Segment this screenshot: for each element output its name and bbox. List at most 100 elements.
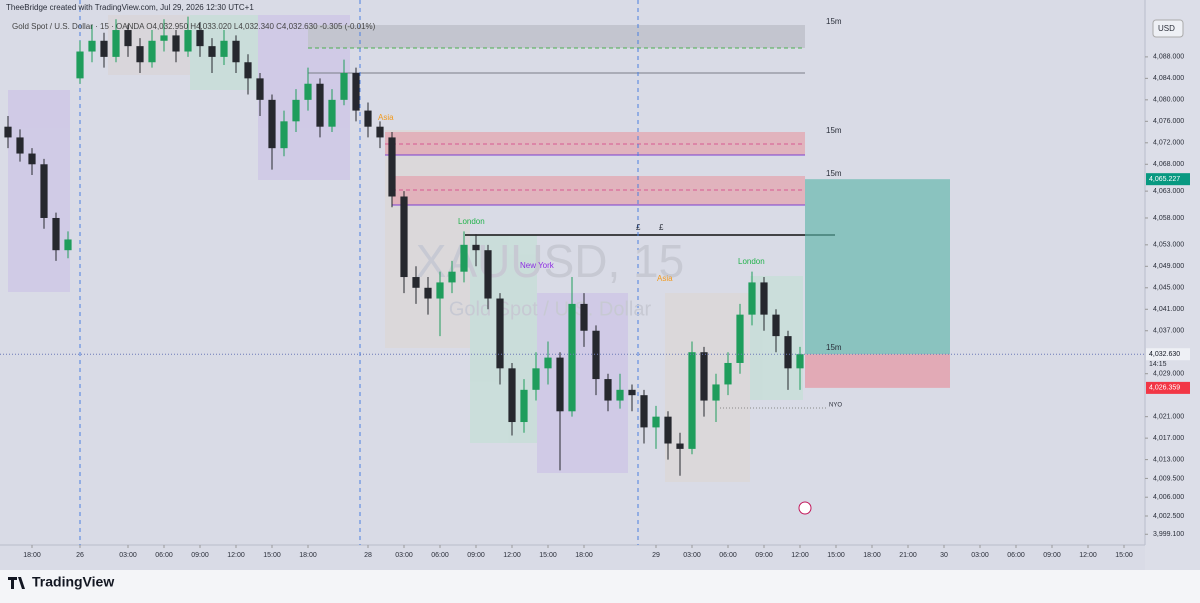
candle-body (640, 395, 648, 428)
candle-body (508, 368, 516, 423)
x-tick-label: 09:00 (1043, 552, 1061, 559)
candle-body (112, 30, 120, 57)
candle-body (220, 40, 228, 57)
candle-body (724, 362, 732, 385)
session-label: New York (520, 261, 555, 270)
price-axis-background (1145, 0, 1200, 570)
candle-body (448, 271, 456, 283)
candle-body (760, 282, 768, 315)
timeframe-label: 15m (826, 169, 842, 178)
candle-body (736, 314, 744, 363)
candle-body (196, 30, 204, 47)
x-tick-label: 21:00 (899, 552, 917, 559)
candle-body (172, 35, 180, 52)
candle-body (100, 40, 108, 57)
candle-body (16, 137, 24, 154)
candle-body (388, 137, 396, 197)
candle-body (796, 354, 804, 369)
candle-body (520, 389, 528, 423)
pound-label: £ (659, 223, 664, 232)
brand-logo (8, 577, 25, 589)
candle-body (772, 314, 780, 337)
candle-body (544, 357, 552, 369)
target-zone (805, 179, 950, 355)
x-tick-label: 12:00 (1079, 552, 1097, 559)
y-tick-label: 4,009.500 (1153, 475, 1184, 482)
countdown: 14:15 (1149, 361, 1167, 368)
x-tick-label: 15:00 (539, 552, 557, 559)
candle-body (460, 244, 468, 272)
y-tick-label: 4,072.000 (1153, 140, 1184, 147)
x-tick-label: 06:00 (719, 552, 737, 559)
candle-body (88, 40, 96, 52)
candle-body (352, 72, 360, 111)
candle-body (136, 46, 144, 63)
candle-body (748, 282, 756, 315)
candle-body (496, 298, 504, 369)
x-tick-label: 12:00 (227, 552, 245, 559)
brand: TradingView (32, 574, 114, 590)
y-tick-label: 4,006.000 (1153, 494, 1184, 501)
x-tick-label: 12:00 (791, 552, 809, 559)
y-tick-label: 4,088.000 (1153, 54, 1184, 61)
currency[interactable]: USD (1158, 24, 1175, 33)
candle-body (532, 368, 540, 390)
y-tick-label: 4,045.000 (1153, 285, 1184, 292)
candle-body (28, 153, 36, 165)
stop-badge (1146, 381, 1190, 394)
timeframe-label: 15m (826, 126, 842, 135)
candle-body (268, 99, 276, 149)
x-tick-label: 15:00 (827, 552, 845, 559)
y-tick-label: 4,002.500 (1153, 513, 1184, 520)
x-tick-label: 28 (364, 552, 372, 559)
last-price-label: 4,032.630 (1149, 351, 1180, 358)
candle-body (664, 416, 672, 444)
candle-body (700, 352, 708, 401)
candle-body (568, 303, 576, 412)
y-tick-label: 4,029.000 (1153, 371, 1184, 378)
candle-body (64, 239, 72, 251)
y-tick-label: 4,053.000 (1153, 242, 1184, 249)
candle-body (628, 389, 636, 396)
session-label: Asia (378, 113, 394, 122)
x-tick-label: 06:00 (431, 552, 449, 559)
y-tick-label: 4,041.000 (1153, 306, 1184, 313)
candle-body (4, 126, 12, 138)
credit: TheeBridge created with TradingView.com,… (6, 3, 254, 12)
target-badge (1146, 173, 1190, 186)
candle-body (784, 336, 792, 369)
x-tick-label: 09:00 (467, 552, 485, 559)
candle-body (400, 196, 408, 278)
candle-body (712, 384, 720, 401)
session-label: Asia (657, 274, 673, 283)
x-tick-label: 18:00 (23, 552, 41, 559)
x-tick-label: 12:00 (503, 552, 521, 559)
x-tick-label: 06:00 (1007, 552, 1025, 559)
x-tick-label: 09:00 (191, 552, 209, 559)
x-tick-label: 03:00 (395, 552, 413, 559)
marks (4, 16, 950, 476)
level-label: NYO (829, 403, 842, 409)
candle-body (52, 217, 60, 251)
candle-body (124, 30, 132, 47)
candle-body (676, 443, 684, 449)
y-tick-label: 4,013.000 (1153, 456, 1184, 463)
candle-body (304, 83, 312, 100)
session-label: London (738, 257, 765, 266)
timeframe-label: 15m (826, 17, 842, 26)
currency-box[interactable] (1152, 19, 1184, 38)
event-icon[interactable] (798, 501, 812, 515)
candle-body (556, 357, 564, 412)
x-tick-label: 06:00 (155, 552, 173, 559)
x-tick-label: 15:00 (1115, 552, 1133, 559)
x-tick-label: 03:00 (119, 552, 137, 559)
candle-body (76, 51, 84, 79)
candle-body (340, 72, 348, 100)
candle-body (472, 244, 480, 251)
candle-body (424, 287, 432, 299)
symbol-legend: Gold Spot / U.S. Dollar · 15 · OANDA O4,… (12, 22, 376, 31)
candle-body (364, 110, 372, 127)
y-tick-label: 4,084.000 (1153, 75, 1184, 82)
candle-body (328, 99, 336, 127)
